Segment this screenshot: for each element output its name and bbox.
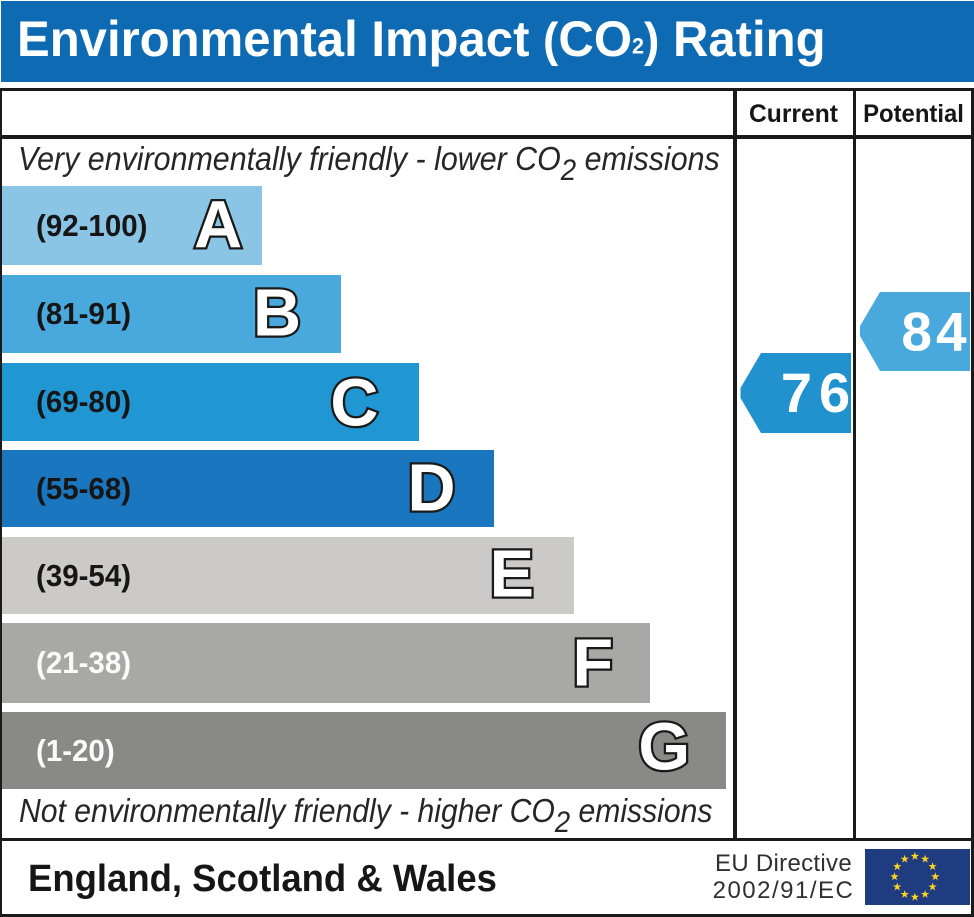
svg-text:G: G: [638, 711, 690, 785]
svg-text:A: A: [194, 188, 242, 262]
svg-text:F: F: [572, 627, 613, 701]
svg-text:C: C: [330, 366, 378, 440]
svg-text:E: E: [490, 538, 534, 612]
svg-text:76: 76: [781, 361, 857, 424]
svg-text:B: B: [253, 277, 301, 351]
svg-text:D: D: [407, 452, 455, 526]
svg-text:84: 84: [901, 301, 970, 363]
